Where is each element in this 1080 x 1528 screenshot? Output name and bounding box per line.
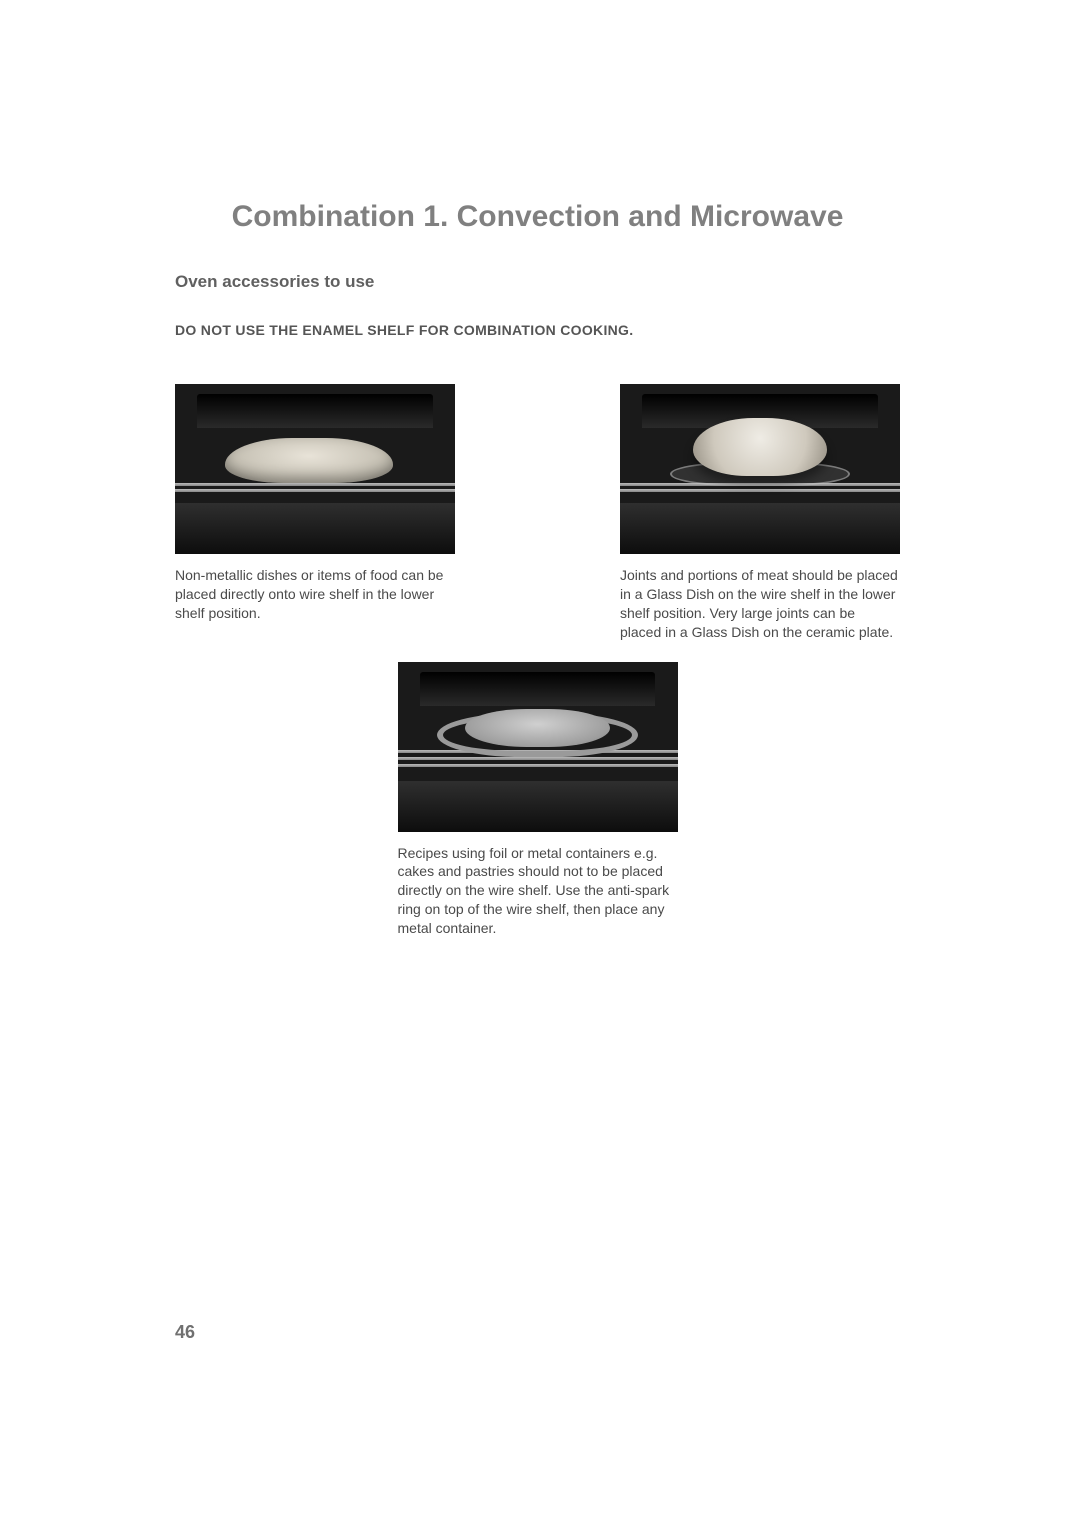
page-number: 46 xyxy=(175,1322,195,1343)
caption-left: Non-metallic dishes or items of food can… xyxy=(175,566,455,623)
section-subtitle: Oven accessories to use xyxy=(175,272,900,292)
warning-text: DO NOT USE THE ENAMEL SHELF FOR COMBINAT… xyxy=(175,322,900,338)
caption-center: Recipes using foil or metal containers e… xyxy=(398,844,678,938)
photo-block-left: Non-metallic dishes or items of food can… xyxy=(175,384,455,642)
oven-photo-meat xyxy=(620,384,900,554)
oven-photo-ring xyxy=(398,662,678,832)
photo-block-right: Joints and portions of meat should be pl… xyxy=(620,384,900,642)
photo-block-center: Recipes using foil or metal containers e… xyxy=(398,662,678,938)
photo-row: Non-metallic dishes or items of food can… xyxy=(175,384,900,642)
caption-right: Joints and portions of meat should be pl… xyxy=(620,566,900,642)
oven-photo-bread xyxy=(175,384,455,554)
manual-page: Combination 1. Convection and Microwave … xyxy=(175,200,900,938)
page-title: Combination 1. Convection and Microwave xyxy=(175,200,900,234)
